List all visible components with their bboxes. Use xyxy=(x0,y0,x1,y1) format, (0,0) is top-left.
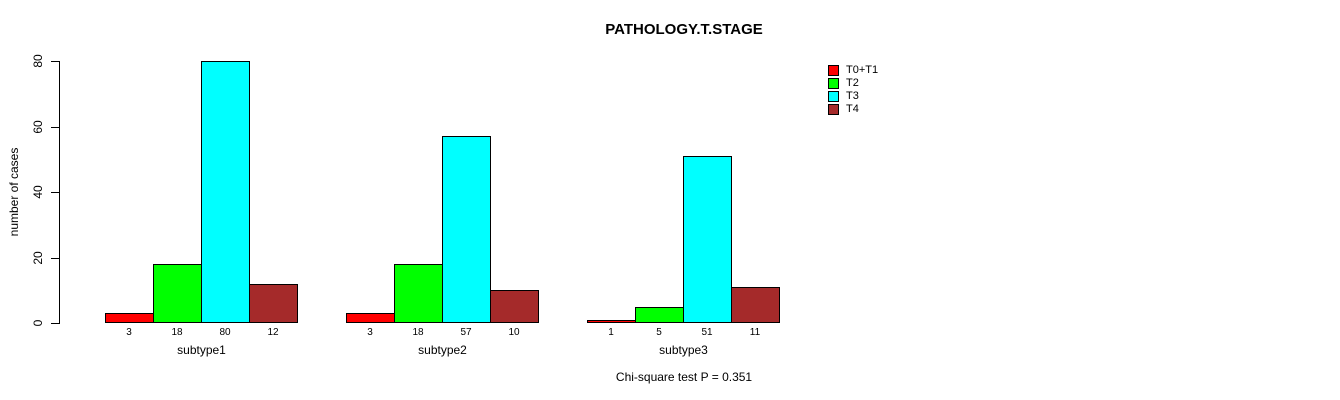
bar-value-label: 10 xyxy=(508,327,520,338)
bar-subtype2-T4 xyxy=(490,290,539,323)
y-tick-label: 60 xyxy=(31,120,45,134)
legend-label: T0+T1 xyxy=(846,64,879,76)
bar-subtype1-T3 xyxy=(201,61,250,323)
legend-swatch xyxy=(828,91,839,102)
legend-item-T3: T3 xyxy=(828,90,878,103)
legend-swatch xyxy=(828,104,839,115)
bar-value-label: 12 xyxy=(267,327,279,338)
bar-value-label: 18 xyxy=(171,327,183,338)
y-tick-label: 0 xyxy=(31,319,45,327)
bar-value-label: 3 xyxy=(126,327,132,338)
bar-subtype2-T2 xyxy=(394,264,443,323)
legend-item-T4: T4 xyxy=(828,103,878,116)
bar-subtype2-T0+T1 xyxy=(346,313,395,323)
group-label-subtype1: subtype1 xyxy=(177,343,226,357)
bar-value-label: 18 xyxy=(412,327,424,338)
bar-subtype3-T3 xyxy=(683,156,732,323)
bar-value-label: 11 xyxy=(749,327,761,338)
bar-subtype1-T4 xyxy=(249,284,298,323)
y-tick-mark xyxy=(51,61,59,62)
bar-value-label: 57 xyxy=(460,327,472,338)
y-tick-mark xyxy=(51,258,59,259)
bar-value-label: 5 xyxy=(656,327,662,338)
bar-subtype1-T2 xyxy=(153,264,202,323)
bar-value-label: 51 xyxy=(701,327,713,338)
bar-subtype2-T3 xyxy=(442,136,491,323)
bar-subtype3-T0+T1 xyxy=(587,320,636,323)
legend-swatch xyxy=(828,78,839,89)
bar-subtype1-T0+T1 xyxy=(105,313,154,323)
bar-value-label: 3 xyxy=(367,327,373,338)
legend-label: T2 xyxy=(846,77,859,89)
y-tick-label: 80 xyxy=(31,54,45,68)
legend: T0+T1 T2 T3 T4 xyxy=(828,64,878,116)
y-axis-title: number of cases xyxy=(7,147,21,237)
legend-item-T2: T2 xyxy=(828,77,878,90)
y-axis-line xyxy=(59,61,60,324)
bar-subtype3-T2 xyxy=(635,307,684,323)
chart-title: PATHOLOGY.T.STAGE xyxy=(605,21,763,38)
group-label-subtype3: subtype3 xyxy=(659,343,708,357)
y-tick-mark xyxy=(51,323,59,324)
group-label-subtype2: subtype2 xyxy=(418,343,467,357)
y-tick-mark xyxy=(51,127,59,128)
y-tick-label: 20 xyxy=(31,251,45,265)
legend-item-T0+T1: T0+T1 xyxy=(828,64,878,77)
chi-square-annotation: Chi-square test P = 0.351 xyxy=(615,370,753,384)
y-tick-label: 40 xyxy=(31,185,45,199)
bar-subtype3-T4 xyxy=(731,287,780,323)
legend-label: T4 xyxy=(846,103,859,115)
bar-value-label: 80 xyxy=(219,327,231,338)
bar-value-label: 1 xyxy=(608,327,614,338)
y-tick-mark xyxy=(51,192,59,193)
legend-label: T3 xyxy=(846,90,859,102)
legend-swatch xyxy=(828,65,839,76)
